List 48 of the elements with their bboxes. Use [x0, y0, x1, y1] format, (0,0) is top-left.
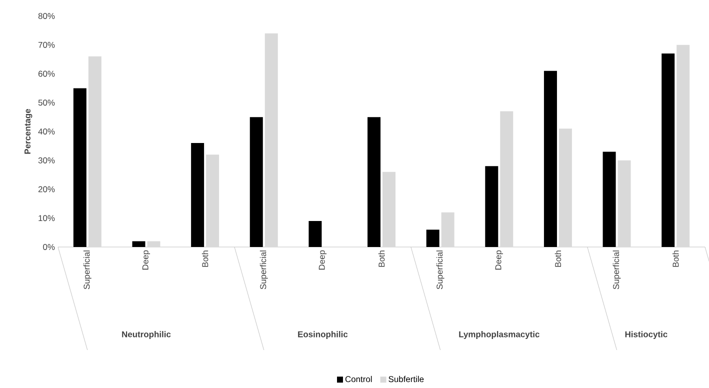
x-tick-label: Superficial [83, 250, 92, 290]
x-tick-label: Deep [142, 250, 150, 270]
bar [147, 241, 160, 247]
bar [485, 166, 498, 247]
bar [88, 56, 102, 247]
y-tick-label: 20% [38, 186, 55, 192]
legend-label: Subfertile [388, 376, 424, 382]
bar [426, 230, 440, 247]
bar [500, 111, 514, 247]
text: Neutrophilic [122, 331, 171, 339]
y-tick-label: 50% [38, 100, 55, 106]
y-tick-label: 10% [38, 215, 55, 222]
y-tick-label: 70% [38, 42, 55, 48]
y-axis-title: Percentage [24, 108, 32, 154]
x-tick-label: Both [378, 250, 385, 267]
x-tick-label: Both [554, 250, 562, 267]
bar [264, 33, 278, 247]
text: Eosinophilic [298, 331, 348, 339]
bar [308, 221, 322, 247]
x-tick-label: Deep [495, 250, 503, 270]
bar [132, 241, 146, 247]
x-tick-label: Deep [318, 250, 326, 270]
bar [73, 88, 86, 247]
bar [250, 117, 263, 247]
y-tick-label: 40% [38, 128, 55, 134]
bar [441, 212, 454, 247]
bar [191, 143, 204, 247]
x-tick-label: Both [672, 250, 679, 267]
text: Lymphoplasmacytic [459, 331, 540, 339]
bar [662, 54, 675, 247]
x-tick-label: Both [202, 250, 208, 267]
bar [602, 152, 616, 247]
bar [558, 128, 572, 247]
y-tick-label: 80% [38, 13, 55, 19]
y-tick-label: 60% [38, 70, 55, 77]
x-tick-label: Superficial [612, 250, 621, 290]
x-tick-label: Superficial [260, 250, 268, 290]
legend-label: Control [345, 376, 372, 382]
bar [676, 44, 690, 247]
bar [206, 154, 220, 247]
y-tick-label: 0% [43, 244, 55, 250]
bar [544, 70, 557, 247]
bar [368, 117, 381, 247]
x-tick-label: Superficial [436, 250, 444, 290]
bar [382, 172, 396, 247]
bar [618, 160, 631, 247]
y-tick-label: 30% [38, 157, 55, 164]
text: Histiocytic [625, 331, 668, 339]
